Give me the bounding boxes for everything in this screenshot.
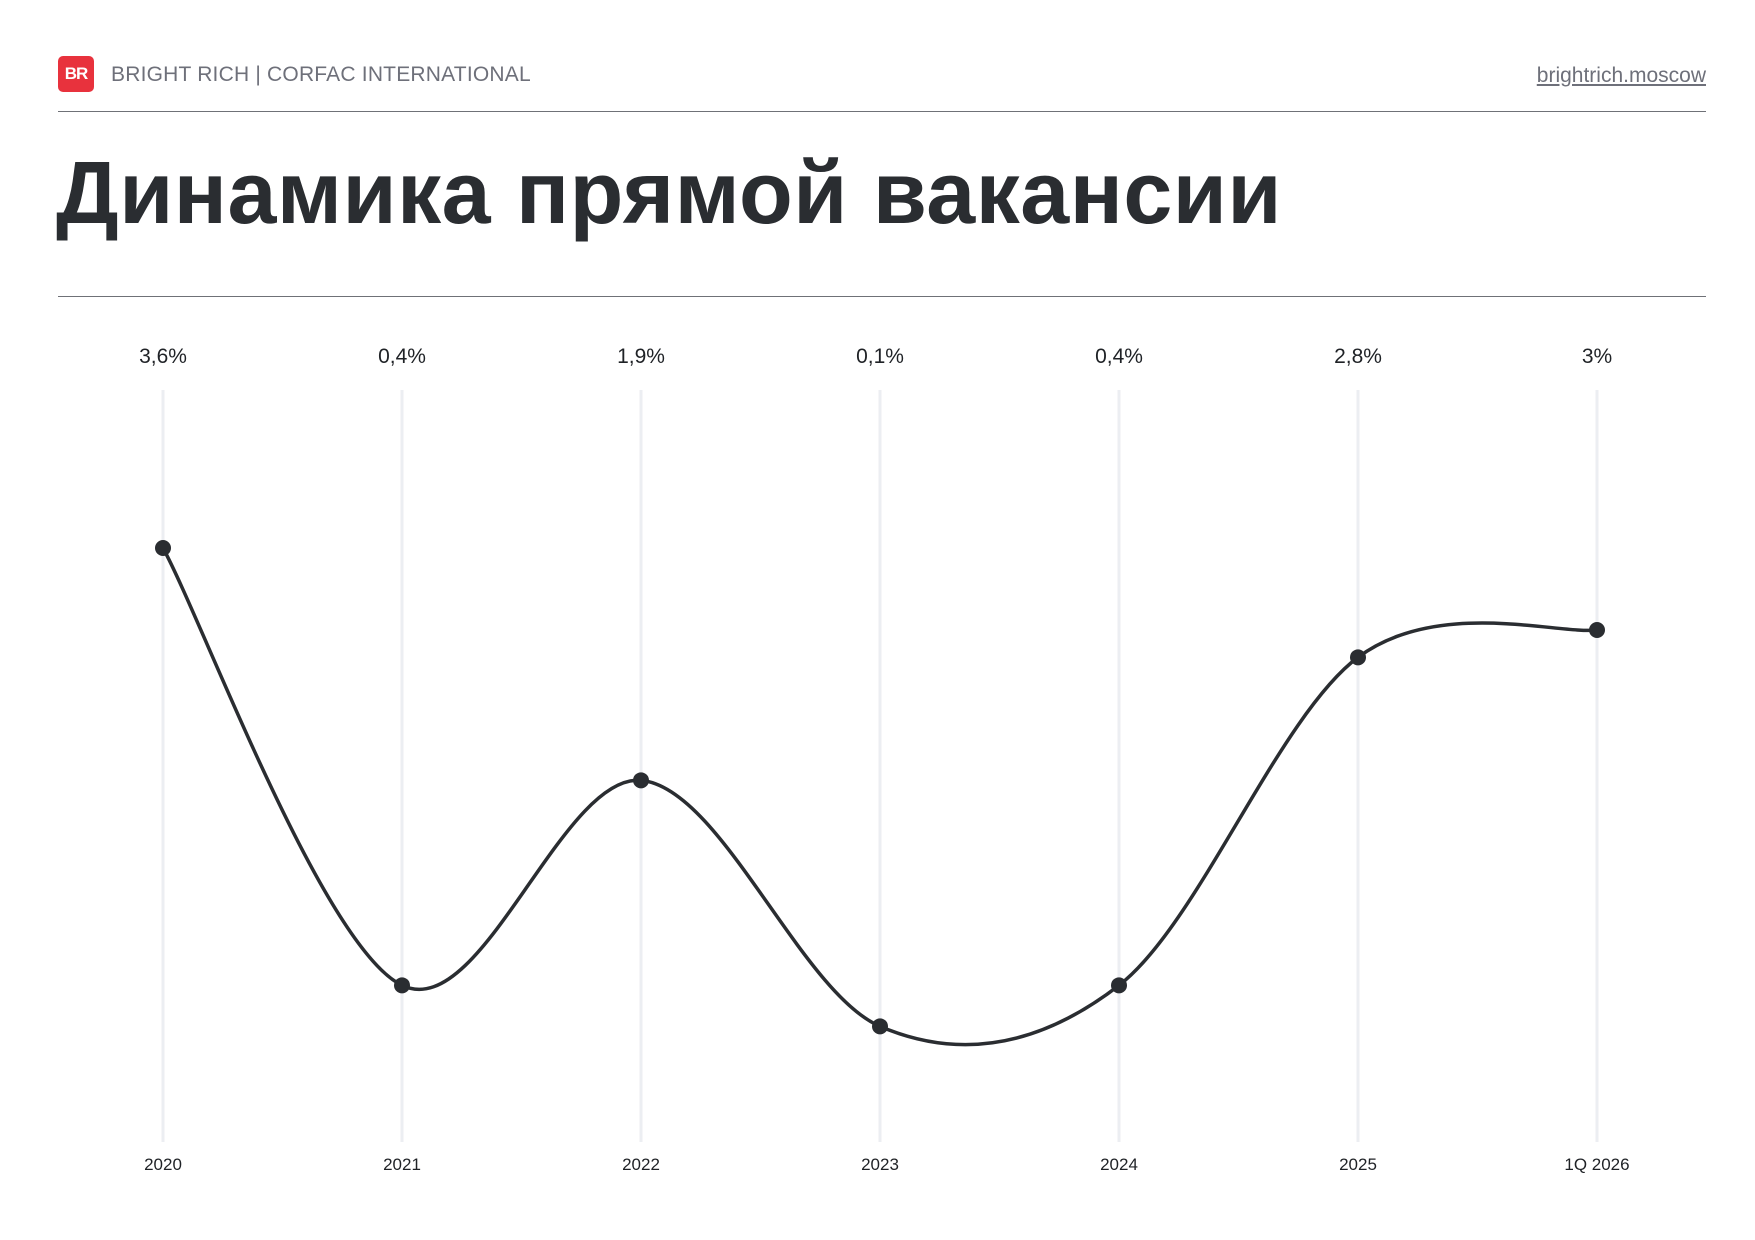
chart-points	[155, 540, 1605, 1035]
value-label: 1,9%	[617, 345, 665, 368]
x-axis-labels: 2020 2021 2022 2023 2024 2025 1Q 2026	[144, 1155, 1630, 1174]
data-point	[155, 540, 171, 556]
x-tick-label: 2021	[383, 1155, 421, 1174]
value-label: 0,4%	[1095, 345, 1143, 368]
data-point	[1350, 649, 1366, 666]
value-label: 3%	[1582, 345, 1612, 368]
brand-logo[interactable]: BR	[58, 56, 94, 92]
value-labels: 3,6% 0,4% 1,9% 0,1% 0,4% 2,8% 3%	[139, 345, 1612, 368]
x-tick-label: 2024	[1100, 1155, 1138, 1174]
x-tick-label: 2023	[861, 1155, 899, 1174]
site-link[interactable]: brightrich.moscow	[1536, 64, 1706, 87]
x-tick-label: 2025	[1339, 1155, 1377, 1174]
series-line	[161, 546, 1599, 1047]
chart-gridlines	[161, 390, 1599, 1142]
x-tick-label: 1Q 2026	[1564, 1155, 1629, 1174]
value-label: 2,8%	[1334, 345, 1382, 368]
data-point	[1589, 622, 1605, 638]
data-point	[872, 1018, 888, 1035]
value-label: 3,6%	[139, 345, 187, 368]
value-label: 0,1%	[856, 345, 904, 368]
x-tick-label: 2020	[144, 1155, 182, 1174]
x-tick-label: 2022	[622, 1155, 660, 1174]
page-title: Динамика прямой вакансии	[56, 143, 1282, 242]
data-point	[394, 977, 410, 994]
value-label: 0,4%	[378, 345, 426, 368]
line-chart: 3,6% 0,4% 1,9% 0,1% 0,4% 2,8% 3% 2020 2021 2022 2…	[139, 345, 1630, 1174]
data-point	[1111, 977, 1127, 994]
title-divider	[58, 296, 1706, 297]
header-divider	[58, 111, 1706, 112]
brand-name: BRIGHT RICH | CORFAC INTERNATIONAL	[111, 63, 531, 86]
data-point	[633, 772, 649, 789]
page-header: BR BRIGHT RICH | CORFAC INTERNATIONAL br…	[58, 56, 1706, 92]
